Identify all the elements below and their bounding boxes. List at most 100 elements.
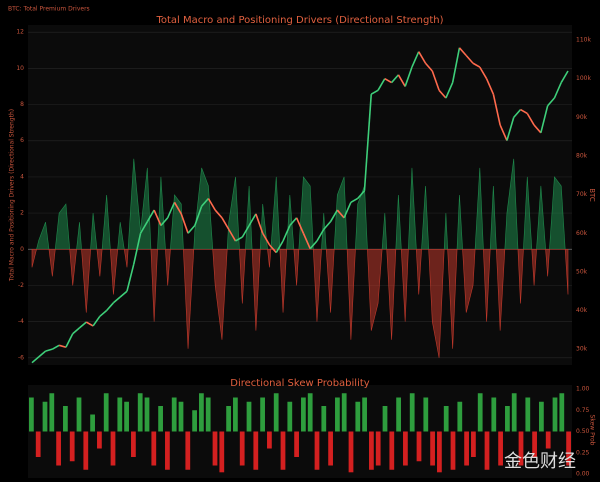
price-segment	[173, 201, 182, 215]
price-segment	[411, 51, 420, 68]
skew-bar	[29, 397, 34, 432]
y2-tick-label: 90k	[576, 114, 588, 121]
skew-bar	[267, 431, 272, 449]
skew-bar	[185, 431, 191, 470]
price-segment	[295, 217, 305, 234]
skew-bar	[124, 401, 129, 432]
y-tick-label: 2	[20, 210, 24, 217]
skew-bar	[178, 401, 184, 432]
skew-bar	[498, 431, 503, 466]
skew-bar	[416, 431, 422, 462]
skew-bar	[192, 410, 197, 432]
subplot-title: Directional Skew Probability	[230, 378, 369, 389]
skew-bar	[301, 397, 306, 432]
price-segment	[540, 105, 549, 133]
price-segment	[472, 62, 481, 68]
y2-axis-title: BTC	[588, 188, 596, 202]
price-segment	[309, 240, 318, 250]
y-tick-label: 12	[16, 29, 24, 36]
y-tick-label: -4	[18, 318, 24, 325]
skew-bar	[423, 397, 429, 432]
skew-bar	[212, 431, 218, 466]
price-segment	[65, 333, 74, 348]
price-segment	[520, 108, 528, 115]
price-segment	[513, 109, 522, 118]
skew-bar	[151, 431, 157, 466]
skew-bar	[375, 431, 381, 466]
price-segment	[363, 94, 373, 191]
price-segment	[357, 190, 366, 200]
skew-bar	[76, 397, 82, 432]
price-segment	[350, 197, 359, 204]
price-segment	[526, 113, 535, 126]
skew-bar	[505, 406, 510, 432]
skew-bar	[362, 397, 367, 432]
skew-bar	[382, 406, 388, 432]
price-segment	[214, 209, 223, 219]
price-segment	[370, 89, 379, 95]
skew-bar	[532, 431, 537, 457]
y-tick-label: 4	[20, 173, 24, 180]
skew-bar	[69, 431, 75, 462]
price-segment	[221, 217, 230, 230]
y2-tick-label: 40k	[576, 307, 588, 314]
y-axis-title: Total Macro and Positioning Drivers (Dir…	[9, 109, 16, 282]
price-segment	[45, 348, 53, 352]
price-segment	[268, 244, 277, 254]
price-segment	[377, 78, 386, 91]
price-segment	[31, 356, 40, 364]
price-segment	[418, 51, 427, 64]
skew-bar	[539, 401, 544, 432]
price-segment	[112, 296, 121, 304]
skew-bar	[90, 414, 95, 432]
skew-bar	[83, 431, 89, 470]
price-segment	[166, 202, 176, 219]
y2-tick-label: 1.00	[576, 386, 590, 393]
plot-area	[28, 25, 572, 365]
price-segment	[228, 228, 237, 242]
skew-bar	[559, 393, 565, 432]
price-segment	[282, 225, 291, 242]
price-segment	[336, 209, 345, 219]
skew-bar	[484, 431, 490, 470]
skew-bar	[294, 431, 299, 457]
skew-bar	[49, 393, 55, 432]
plot-area	[28, 385, 572, 478]
skew-bar	[103, 393, 109, 432]
skew-bar	[226, 406, 231, 432]
skew-bar	[171, 397, 177, 432]
price-segment	[99, 309, 108, 317]
skew-bar	[137, 393, 143, 432]
skew-bar	[511, 393, 517, 432]
price-segment	[390, 74, 399, 84]
skew-bar	[287, 401, 293, 432]
skew-bar	[518, 431, 524, 466]
price-segment	[547, 97, 556, 107]
skew-bar	[253, 431, 259, 470]
skew-bar	[443, 406, 449, 432]
y-tick-label: 0	[20, 246, 24, 253]
y2-tick-label: 0.75	[576, 407, 590, 414]
skew-bar	[464, 431, 469, 466]
price-segment	[248, 213, 257, 226]
y-tick-label: -2	[18, 282, 24, 289]
price-segment	[235, 236, 243, 242]
skew-bar	[409, 393, 415, 432]
price-segment	[275, 240, 284, 253]
y2-axis-title: Skew Prob	[589, 415, 596, 446]
skew-bar	[63, 406, 68, 432]
price-segment	[397, 74, 406, 87]
price-segment	[465, 54, 474, 64]
price-segment	[51, 344, 60, 350]
skew-bar	[477, 393, 483, 432]
price-segment	[302, 232, 311, 250]
price-segment	[533, 124, 542, 134]
skew-bar	[457, 401, 463, 432]
price-segment	[438, 89, 447, 99]
y-tick-label: 10	[16, 65, 24, 72]
price-segment	[146, 209, 155, 223]
price-segment	[180, 213, 189, 234]
y2-tick-label: 110k	[576, 37, 591, 44]
skew-bar	[144, 397, 150, 432]
price-segment	[241, 225, 250, 238]
